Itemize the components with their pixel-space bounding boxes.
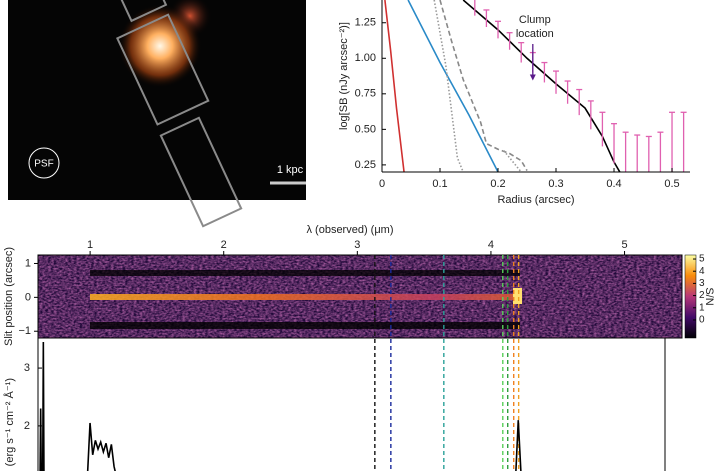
annotation-text: Clump bbox=[519, 14, 551, 26]
y-axis-label: (erg s⁻¹ cm⁻² Å⁻¹) bbox=[3, 378, 16, 466]
image-panel: PSF 1 kpc bbox=[8, 0, 306, 228]
colorbar-tick-label: 3 bbox=[699, 278, 705, 289]
heatmap-frame bbox=[37, 254, 683, 339]
slit-box bbox=[111, 0, 168, 23]
series-line bbox=[462, 0, 621, 172]
series-line bbox=[384, 0, 405, 172]
x-tick-label: 3 bbox=[354, 239, 360, 251]
colorbar-tick-label: 4 bbox=[699, 266, 705, 277]
plot-area bbox=[384, 0, 687, 172]
x-tick-label: 4 bbox=[488, 239, 494, 251]
series-line bbox=[439, 0, 528, 171]
heatmap-image bbox=[38, 255, 682, 338]
y-tick-label: 1.25 bbox=[355, 17, 376, 29]
y-tick-label: 0.50 bbox=[355, 123, 376, 135]
colorbar-label: S/N bbox=[703, 287, 714, 305]
series-line bbox=[407, 0, 499, 172]
series-line bbox=[503, 150, 522, 172]
colorbar-tick-label: 1 bbox=[699, 302, 705, 313]
slit bbox=[111, 0, 243, 228]
x-tick-label: 0 bbox=[379, 178, 385, 190]
slit-box bbox=[159, 116, 243, 228]
y-tick-label: 3 bbox=[24, 362, 30, 374]
x-tick-label: 0.2 bbox=[490, 178, 505, 190]
heatmap-dark-band bbox=[90, 270, 520, 276]
annotation-arrowhead bbox=[529, 74, 536, 81]
y-tick-label: −1 bbox=[18, 325, 31, 337]
x-tick-label: 0.1 bbox=[432, 178, 447, 190]
colorbar-tick-label: 5 bbox=[699, 254, 705, 265]
heatmap-line-blob bbox=[513, 288, 522, 304]
colorbar bbox=[684, 254, 697, 339]
slit-box bbox=[116, 13, 210, 126]
x-tick-label: 0.4 bbox=[606, 178, 621, 190]
heatmap-dark-band bbox=[90, 322, 520, 329]
x-tick-label: 0.3 bbox=[548, 178, 563, 190]
y-tick-label: 1.00 bbox=[355, 52, 376, 64]
scale-label: 1 kpc bbox=[277, 164, 304, 176]
heatmap-stripe bbox=[90, 294, 520, 300]
y-axis-label: log[SB (nJy arcsec⁻²)] bbox=[338, 22, 350, 130]
y-tick-label: 0 bbox=[25, 291, 31, 303]
colorbar-tick-label: 2 bbox=[699, 290, 705, 301]
psf-label: PSF bbox=[34, 159, 53, 170]
x-tick-label: 0.5 bbox=[664, 178, 679, 190]
annotation-text: location bbox=[516, 28, 554, 40]
series-line bbox=[39, 342, 45, 471]
y-tick-label: 0.75 bbox=[355, 88, 376, 100]
x-axis-label: λ (observed) (μm) bbox=[306, 224, 393, 236]
x-tick-label: 2 bbox=[221, 239, 227, 251]
y-tick-label: 2 bbox=[24, 420, 30, 432]
x-tick-label: 1 bbox=[87, 239, 93, 251]
series-line bbox=[433, 0, 464, 172]
y-tick-label: 1 bbox=[25, 257, 31, 269]
y-tick-label: 0.25 bbox=[355, 159, 376, 171]
colorbar-tick-label: 0 bbox=[699, 315, 705, 326]
x-axis-label: Radius (arcsec) bbox=[497, 194, 574, 206]
series-line bbox=[86, 420, 522, 471]
y-axis-label: Slit position (arcsec) bbox=[3, 247, 15, 346]
x-tick-label: 5 bbox=[621, 239, 627, 251]
galaxy-blob bbox=[118, 4, 202, 88]
plot-area bbox=[39, 342, 522, 471]
psf-circle bbox=[28, 147, 60, 179]
